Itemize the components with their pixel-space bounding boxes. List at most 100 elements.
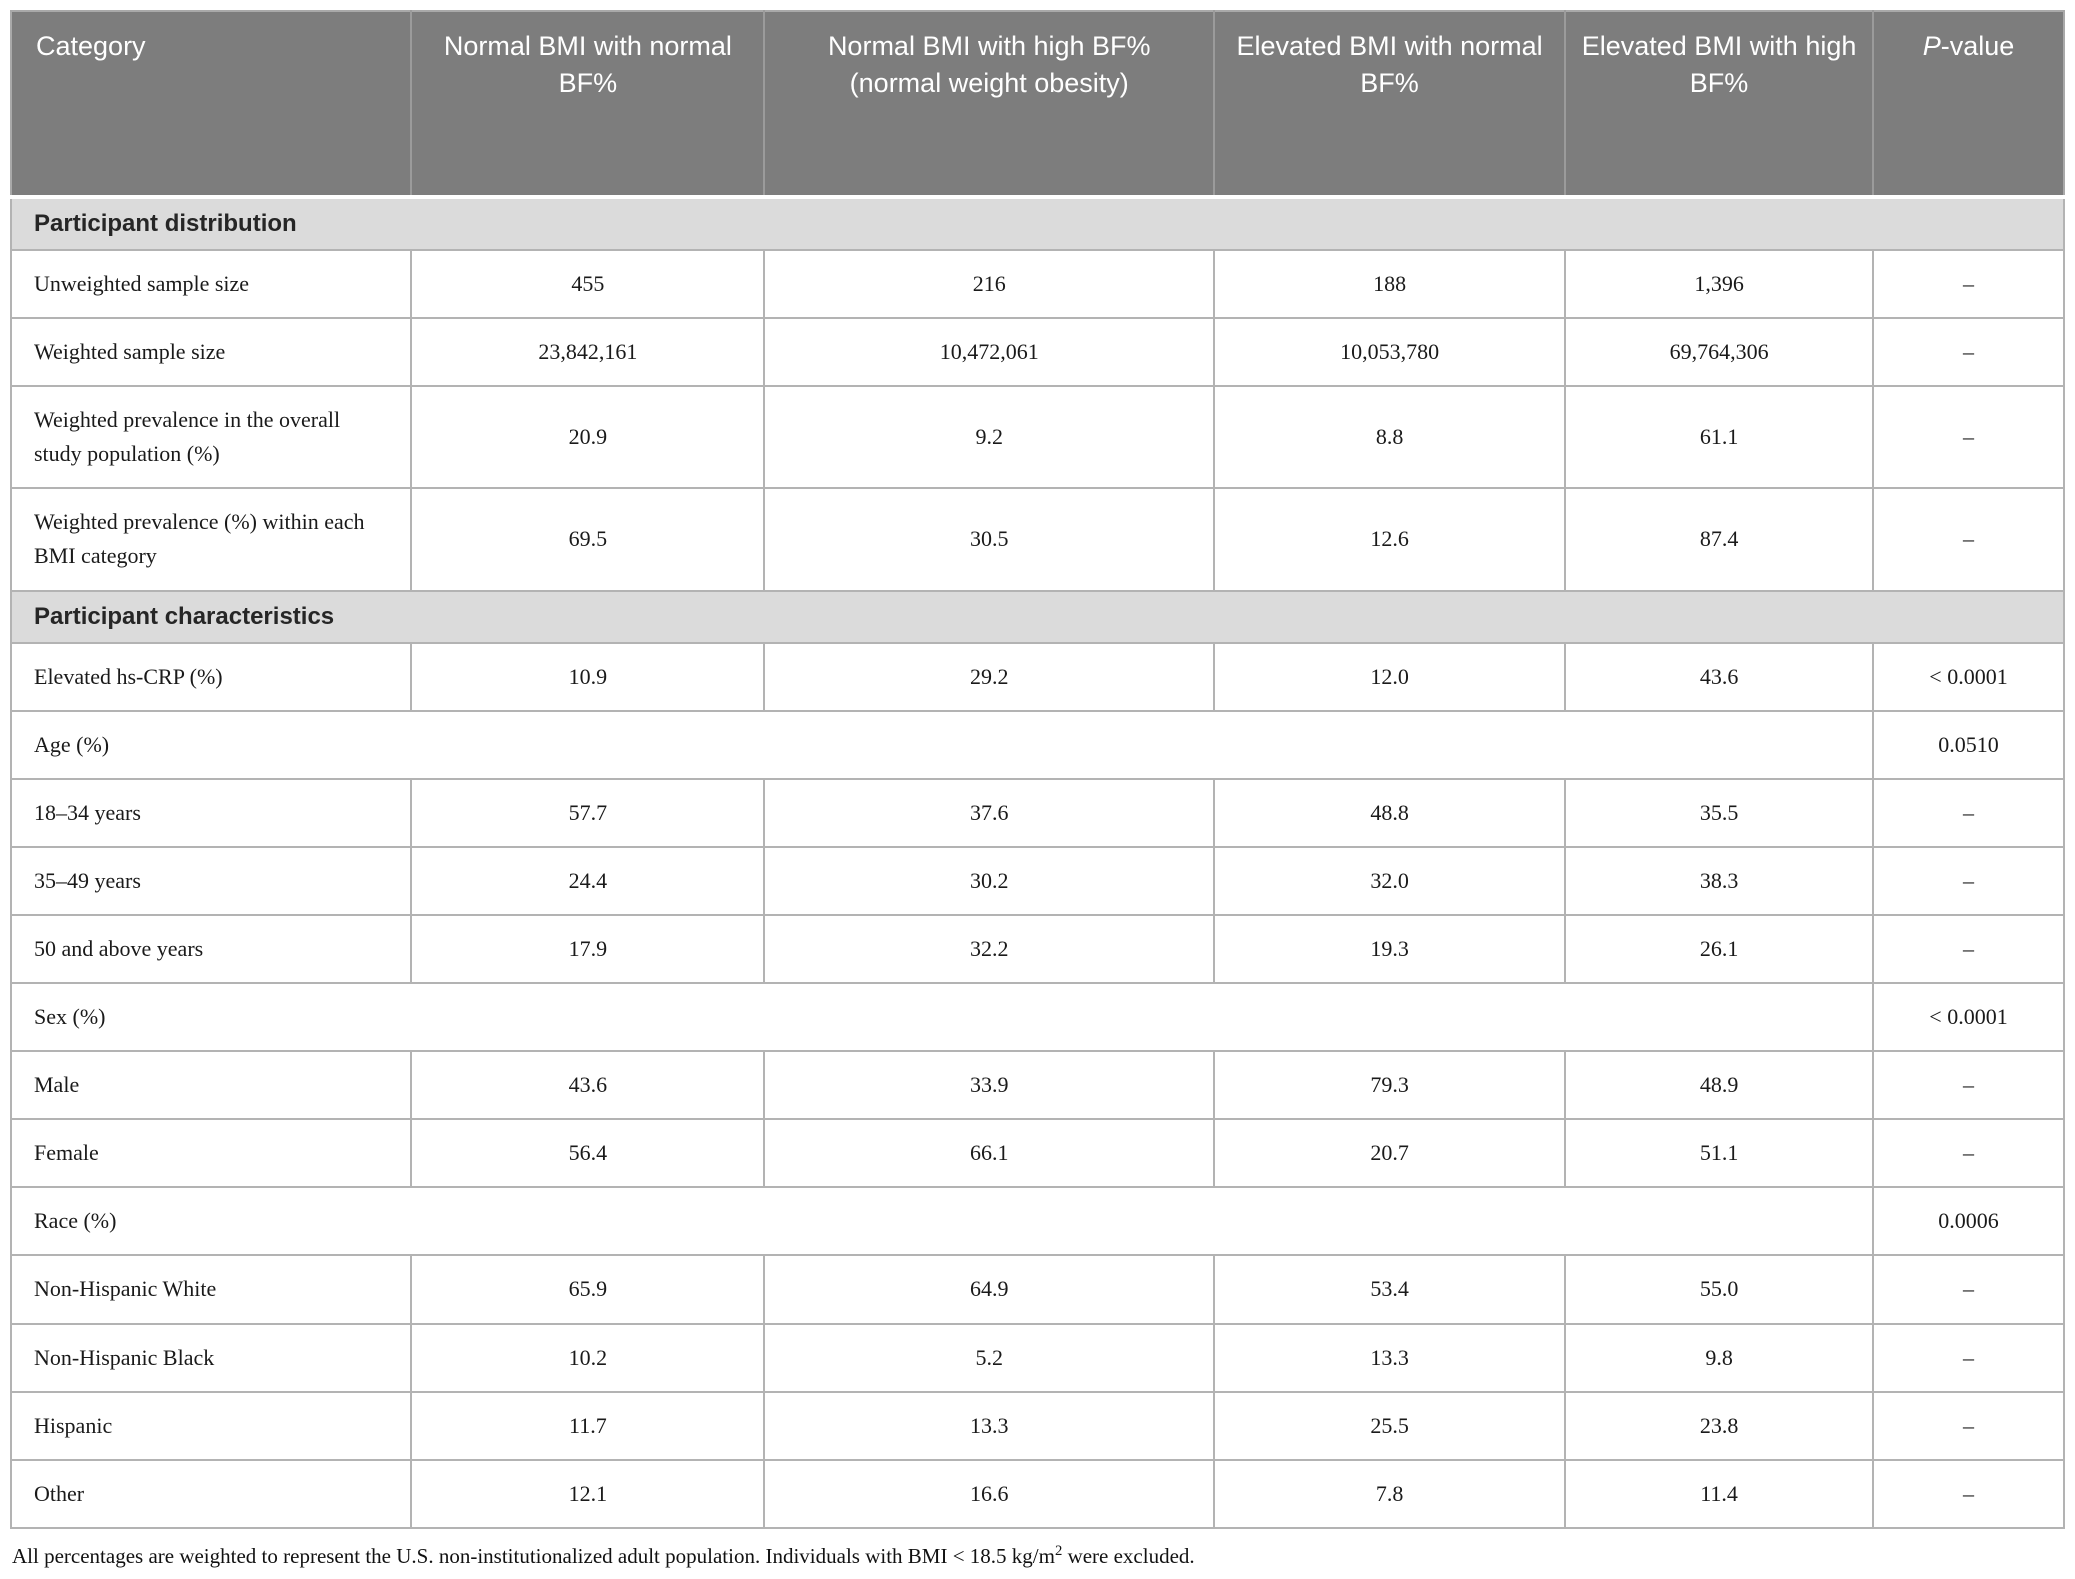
table-row: Non-Hispanic Black 10.2 5.2 13.3 9.8– [9, 1322, 2065, 1393]
value-cell: 35.5 [1564, 777, 1875, 848]
row-label: 50 and above years [9, 913, 413, 985]
table-row: Unweighted sample size 455 216 188 1,396– [9, 248, 2065, 320]
value-cell: 30.2 [763, 845, 1216, 916]
value-cell: 79.3 [1213, 1050, 1567, 1121]
value-cell: 69.5 [410, 487, 766, 592]
table-row: 35–49 years 24.4 30.2 32.0 38.3– [9, 845, 2065, 916]
value-cell: 17.9 [410, 913, 766, 985]
row-label: Other [9, 1458, 413, 1529]
p-value-cell: – [1872, 1118, 2065, 1189]
value-cell: 7.8 [1213, 1458, 1567, 1529]
table-row: Elevated hs-CRP (%) 10.9 29.2 12.0 43.6 < 0.0… [9, 641, 2065, 712]
value-cell: 10.9 [410, 641, 766, 712]
p-value-cell: – [1872, 1322, 2065, 1393]
col-header-subtitle: (normal weight obesity) [849, 68, 1129, 99]
value-cell: 48.8 [1213, 777, 1567, 848]
section-row: Participant characteristics [10, 589, 2065, 644]
value-cell: 12.1 [410, 1458, 766, 1529]
row-label: Hispanic [9, 1390, 413, 1461]
p-value-cell: – [1872, 1458, 2065, 1529]
value-cell: 57.7 [410, 777, 766, 848]
row-label: Non-Hispanic Black [9, 1322, 413, 1393]
value-cell: 87.4 [1564, 487, 1875, 592]
value-cell: 23,842,161 [410, 317, 766, 388]
value-cell: 53.4 [1213, 1254, 1567, 1325]
col-header-normal-bmi-normal-bf: Normal BMI with normal BF% [410, 11, 765, 199]
value-cell: 33.9 [763, 1050, 1216, 1121]
value-cell: 9.8 [1564, 1322, 1875, 1393]
value-cell: 455 [410, 248, 766, 320]
table-row: Hispanic 11.7 13.3 25.5 23.8– [9, 1390, 2065, 1461]
value-cell: 13.3 [763, 1390, 1216, 1461]
p-value-cell: – [1872, 385, 2065, 490]
row-label: Race (%) [9, 1186, 1875, 1257]
row-label: Non-Hispanic White [9, 1254, 413, 1325]
col-header-pvalue: P-value [1872, 11, 2064, 199]
footnote-superscript: 2 [1054, 1542, 1063, 1559]
value-cell: 12.0 [1213, 641, 1567, 712]
value-cell: 64.9 [763, 1254, 1216, 1325]
value-cell: 32.2 [763, 913, 1216, 985]
value-cell: 51.1 [1564, 1118, 1875, 1189]
value-cell: 12.6 [1213, 487, 1567, 592]
value-cell: 10,053,780 [1213, 317, 1567, 388]
row-label: 18–34 years [9, 777, 413, 848]
row-label: 35–49 years [9, 845, 413, 916]
p-value-cell: – [1872, 913, 2065, 985]
p-value-cell: – [1872, 1050, 2065, 1121]
value-cell: 9.2 [763, 385, 1216, 490]
col-header-category: Category [11, 11, 412, 199]
value-cell: 13.3 [1213, 1322, 1567, 1393]
table-row: Male 43.6 33.9 79.3 48.9– [9, 1050, 2065, 1121]
value-cell: 10.2 [410, 1322, 766, 1393]
value-cell: 37.6 [763, 777, 1216, 848]
row-label: Unweighted sample size [9, 248, 413, 320]
row-label: Weighted prevalence in the overall study… [9, 385, 413, 490]
pvalue-rest: -value [1940, 31, 2015, 61]
row-label: Sex (%) [9, 982, 1875, 1053]
value-cell: 10,472,061 [763, 317, 1216, 388]
value-cell: 30.5 [763, 487, 1216, 592]
section-header: Participant distribution [10, 196, 2065, 251]
value-cell: 43.6 [1564, 641, 1875, 712]
table-row: Weighted sample size 23,842,161 10,472,061… [9, 317, 2065, 388]
value-cell: 20.7 [1213, 1118, 1567, 1189]
value-cell: 11.4 [1564, 1458, 1875, 1529]
row-label: Weighted prevalence (%) within each BMI … [9, 487, 413, 592]
value-cell: 11.7 [410, 1390, 766, 1461]
row-label: Age (%) [9, 709, 1875, 780]
pvalue-italic-p: P [1922, 31, 1941, 61]
value-cell: 188 [1213, 248, 1567, 320]
value-cell: 1,396 [1564, 248, 1875, 320]
footnote-text: All percentages are weighted to represen… [12, 1543, 1055, 1568]
value-cell: 26.1 [1564, 913, 1875, 985]
row-label: Weighted sample size [9, 317, 413, 388]
row-label: Elevated hs-CRP (%) [9, 641, 413, 712]
section-row: Participant distribution [10, 196, 2065, 251]
p-value-cell: – [1872, 487, 2065, 592]
value-cell: 38.3 [1564, 845, 1875, 916]
col-header-elevated-bmi-normal-bf: Elevated BMI with normal BF% [1213, 11, 1566, 199]
value-cell: 216 [763, 248, 1216, 320]
value-cell: 8.8 [1213, 385, 1567, 490]
value-cell: 20.9 [410, 385, 766, 490]
p-value-cell: < 0.0001 [1872, 641, 2065, 712]
table-row: Sex (%) < 0.0001 [9, 982, 2065, 1053]
value-cell: 24.4 [410, 845, 766, 916]
bmi-bf-table: Category Normal BMI with normal BF% Norm… [9, 10, 2065, 1529]
p-value-cell: 0.0510 [1872, 709, 2065, 780]
table-row: Age (%) 0.0510 [9, 709, 2065, 780]
value-cell: 5.2 [763, 1322, 1216, 1393]
p-value-cell: – [1872, 248, 2065, 320]
value-cell: 65.9 [410, 1254, 766, 1325]
table-row: Weighted prevalence in the overall study… [9, 385, 2065, 490]
col-header-normal-bmi-high-bf: Normal BMI with high BF% (normal weight … [763, 11, 1215, 199]
value-cell: 32.0 [1213, 845, 1567, 916]
row-label: Male [9, 1050, 413, 1121]
footnote-tail: were excluded. [1062, 1543, 1195, 1568]
row-label: Female [9, 1118, 413, 1189]
p-value-cell: – [1872, 1390, 2065, 1461]
value-cell: 56.4 [410, 1118, 766, 1189]
table-row: Female 56.4 66.1 20.7 51.1– [9, 1118, 2065, 1189]
value-cell: 69,764,306 [1564, 317, 1875, 388]
